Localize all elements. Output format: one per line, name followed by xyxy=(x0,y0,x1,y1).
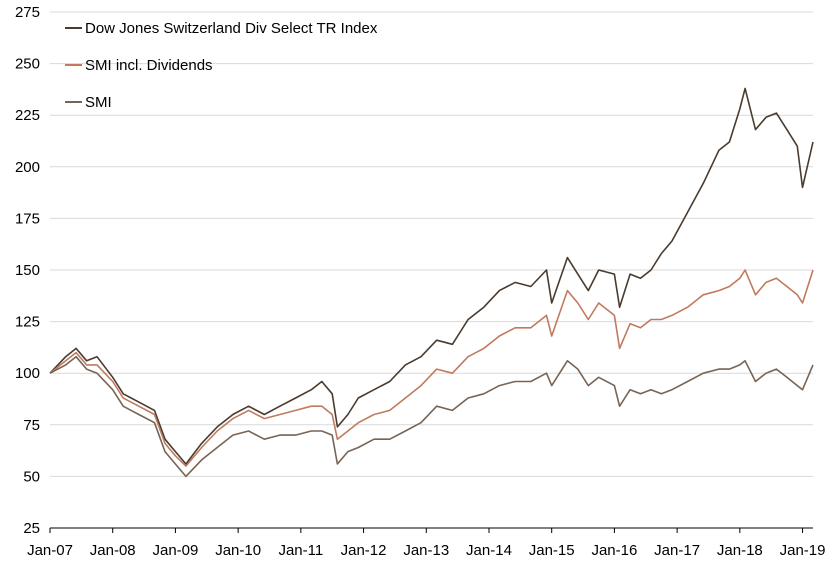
x-tick-label: Jan-12 xyxy=(341,542,387,559)
y-tick-label: 275 xyxy=(15,4,40,21)
y-tick-label: 50 xyxy=(23,468,40,485)
x-tick-label: Jan-19 xyxy=(780,542,826,559)
x-tick-label: Jan-17 xyxy=(654,542,700,559)
x-tick-label: Jan-10 xyxy=(215,542,261,559)
y-tick-label: 200 xyxy=(15,159,40,176)
axes: 25 50 75 100 125 150 175 200 225 250 275 Jan-07 Jan-… xyxy=(15,4,826,559)
y-tick-label: 150 xyxy=(15,262,40,279)
gridlines xyxy=(50,11,813,477)
x-tick-label: Jan-08 xyxy=(90,542,136,559)
y-tick-label: 175 xyxy=(15,210,40,227)
x-tick-label: Jan-15 xyxy=(529,542,575,559)
legend: Dow Jones Switzerland Div Select TR Inde… xyxy=(65,20,378,111)
x-tick-label: Jan-09 xyxy=(152,542,198,559)
x-tick-label: Jan-16 xyxy=(591,542,637,559)
y-tick-label: 100 xyxy=(15,365,40,382)
series-lines xyxy=(49,87,814,478)
x-tick-label: Jan-07 xyxy=(27,542,73,559)
x-tick-label: Jan-11 xyxy=(278,542,323,559)
y-tick-label: 25 xyxy=(23,520,40,537)
series-line-1 xyxy=(49,269,814,467)
series-line-0 xyxy=(49,87,814,465)
legend-label: SMI incl. Dividends xyxy=(85,57,213,74)
y-tick-label: 225 xyxy=(15,107,40,124)
legend-label: Dow Jones Switzerland Div Select TR Inde… xyxy=(85,20,378,37)
x-tick-label: Jan-14 xyxy=(466,542,512,559)
y-tick-label: 250 xyxy=(15,56,40,73)
x-tick-label: Jan-13 xyxy=(403,542,449,559)
y-tick-label: 75 xyxy=(23,417,40,434)
series-line-2 xyxy=(49,355,814,478)
y-tick-label: 125 xyxy=(15,314,40,331)
x-tick-label: Jan-18 xyxy=(717,542,763,559)
legend-label: SMI xyxy=(85,94,112,111)
